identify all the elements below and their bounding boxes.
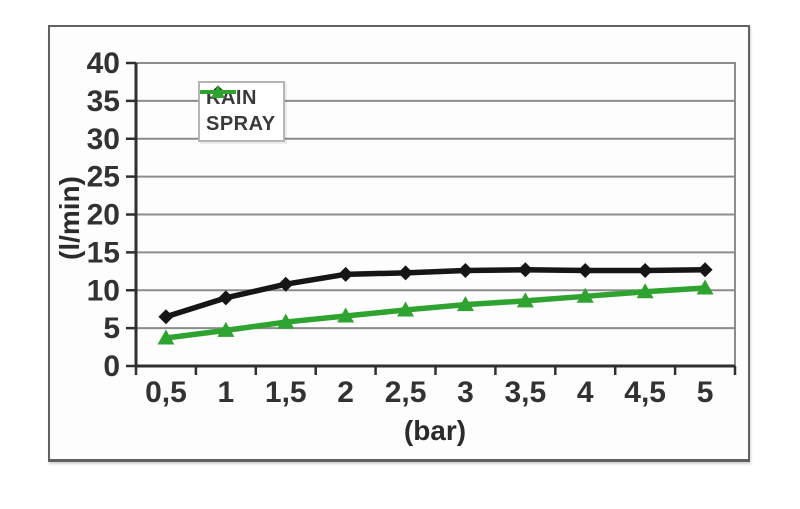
x-tick-label: 3,5 <box>504 376 546 409</box>
y-tick-label: 40 <box>87 47 120 80</box>
x-tick-label: 4,5 <box>624 376 666 409</box>
triangle-marker-icon <box>200 85 236 98</box>
legend-entry: SPRAY <box>200 85 276 136</box>
triangle-marker <box>636 283 654 299</box>
triangle-marker <box>456 296 474 312</box>
triangle-marker <box>277 313 295 329</box>
diamond-marker <box>517 262 533 278</box>
chart-frame: 0 5 10 15 20 25 30 35 40 0,5 1 1,5 2 2,5 3 3,5 4 4,5 5 (l/… <box>48 25 750 462</box>
triangle-marker <box>217 321 235 337</box>
triangle-marker <box>337 307 355 323</box>
x-tick-label: 0,5 <box>145 376 187 409</box>
legend-label: SPRAY <box>206 113 276 135</box>
diamond-marker <box>697 262 713 278</box>
legend: RAIN SPRAY <box>198 81 285 142</box>
triangle-marker <box>397 301 415 317</box>
triangle-marker <box>157 329 175 345</box>
spray-line <box>163 285 708 341</box>
y-tick-label: 15 <box>87 236 120 269</box>
triangle-marker <box>576 287 594 303</box>
y-axis-title: (l/min) <box>54 176 85 260</box>
y-tick-label: 20 <box>87 199 120 232</box>
x-tick-label: 2,5 <box>385 376 427 409</box>
diamond-marker <box>338 266 354 282</box>
x-tick-label: 3 <box>457 376 474 409</box>
x-tick-label: 5 <box>697 376 714 409</box>
diamond-marker <box>637 263 653 279</box>
y-tick-label: 35 <box>87 85 120 118</box>
y-tick-label: 30 <box>87 123 120 156</box>
triangle-marker <box>516 292 534 308</box>
y-tick-label: 0 <box>103 350 120 383</box>
triangle-marker <box>696 279 714 295</box>
diamond-marker <box>158 309 174 325</box>
y-tick-label: 5 <box>103 312 120 345</box>
diamond-marker <box>218 290 234 306</box>
rain-line <box>163 267 708 320</box>
x-axis-title: (bar) <box>403 415 467 446</box>
diamond-marker <box>457 263 473 279</box>
x-tick-label: 4 <box>577 376 594 409</box>
x-tick-label: 2 <box>337 376 354 409</box>
diamond-marker <box>398 265 414 281</box>
diamond-marker <box>278 276 294 292</box>
x-tick-label: 1 <box>218 376 235 409</box>
line-chart: 0 5 10 15 20 25 30 35 40 0,5 1 1,5 2 2,5 3 3,5 4 4,5 5 <box>87 47 737 409</box>
y-tick-label: 25 <box>87 161 120 194</box>
x-tick-label: 1,5 <box>265 376 307 409</box>
y-tick-label: 10 <box>87 274 120 307</box>
diamond-marker <box>577 263 593 279</box>
